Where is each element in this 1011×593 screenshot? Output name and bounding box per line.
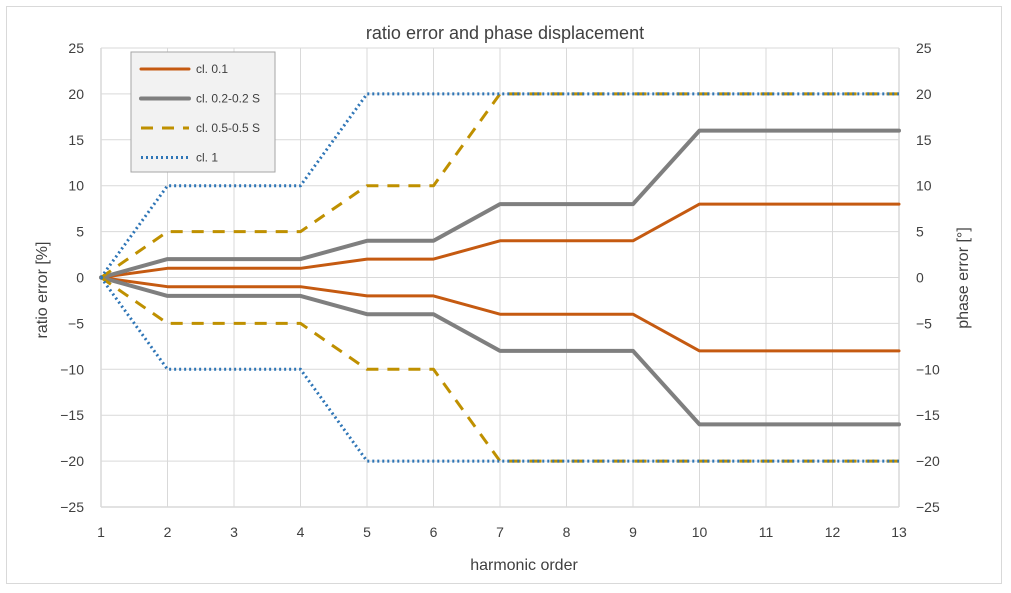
x-tick-label: 6 [430, 524, 438, 540]
legend-label: cl. 1 [196, 151, 218, 165]
series-line-upper [99, 128, 901, 280]
x-tick-label: 11 [759, 524, 774, 540]
y-tick-label: 0 [76, 270, 84, 286]
y2-tick-label: 20 [916, 86, 932, 102]
y2-axis-label: phase error [°] [955, 227, 972, 329]
legend-box [130, 51, 276, 173]
y2-tick-label: 0 [916, 270, 924, 286]
y2-tick-label: −25 [916, 499, 940, 515]
x-tick-label: 9 [629, 524, 637, 540]
y-tick-label: −25 [60, 499, 84, 515]
y-tick-label: −20 [60, 453, 84, 469]
y2-tick-label: −5 [916, 315, 932, 331]
legend: cl. 0.1 cl. 0.2-0.2 S cl. 0.5-0.5 S cl. 1 [130, 51, 276, 173]
y-tick-label: −5 [68, 315, 84, 331]
x-tick-label: 12 [825, 524, 841, 540]
y2-tick-label: −10 [916, 361, 940, 377]
x-tick-label: 13 [891, 524, 907, 540]
x-tick-label: 2 [164, 524, 172, 540]
x-axis-label: harmonic order [470, 557, 578, 574]
chart-title: ratio error and phase displacement [366, 23, 644, 43]
y-tick-label: −10 [60, 361, 84, 377]
y-axis-label: ratio error [%] [34, 242, 51, 339]
y2-tick-label: −20 [916, 453, 940, 469]
y2-tick-label: 10 [916, 178, 932, 194]
y-tick-label: 10 [68, 178, 84, 194]
y2-tick-label: 5 [916, 224, 924, 240]
legend-label: cl. 0.2-0.2 S [196, 92, 260, 106]
series-line-upper [100, 92, 899, 279]
series-line-lower [99, 275, 901, 427]
series-lines [99, 92, 901, 463]
series-line-lower [100, 276, 899, 463]
x-tick-label: 1 [97, 524, 105, 540]
x-tick-label: 7 [496, 524, 504, 540]
legend-label: cl. 0.1 [196, 62, 228, 76]
y-tick-label: 25 [68, 40, 84, 56]
series-line-upper [99, 202, 901, 279]
x-tick-label: 8 [563, 524, 571, 540]
y-tick-label: 15 [68, 132, 84, 148]
y-tick-label: 20 [68, 86, 84, 102]
y-tick-label: 5 [76, 224, 84, 240]
y2-tick-label: 15 [916, 132, 932, 148]
x-tick-label: 5 [363, 524, 371, 540]
y-tick-label: −15 [60, 407, 84, 423]
y2-tick-label: 25 [916, 40, 932, 56]
x-tick-label: 10 [692, 524, 708, 540]
legend-label: cl. 0.5-0.5 S [196, 121, 260, 135]
y2-tick-label: −15 [916, 407, 940, 423]
x-tick-label: 4 [297, 524, 305, 540]
x-tick-label: 3 [230, 524, 238, 540]
series-line-lower [99, 276, 901, 353]
